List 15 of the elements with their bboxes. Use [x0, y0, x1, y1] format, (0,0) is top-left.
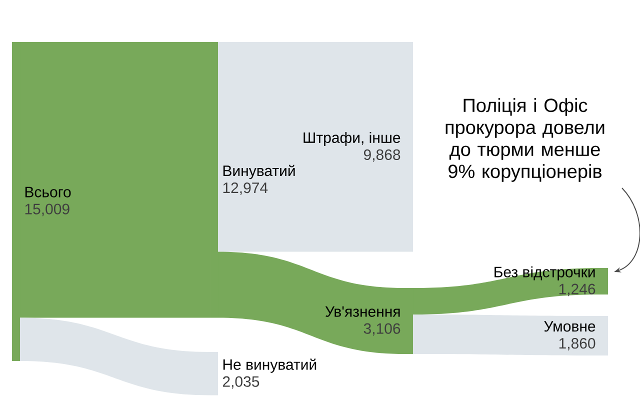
category-label: Не винуватий	[223, 358, 316, 373]
category-label: Винуватий	[223, 164, 295, 180]
data-label: 1,246	[559, 284, 596, 296]
data-label: 1,860	[559, 338, 596, 350]
category-label: Штрафи, інше	[304, 132, 400, 146]
category-label: Без відстрочки	[494, 266, 595, 280]
data-label: 2,035	[222, 376, 260, 389]
category-label: Умовне	[544, 321, 596, 332]
data-label: 12,974	[223, 182, 268, 195]
category-label: Ув'язнення	[325, 306, 400, 317]
data-label: 9,868	[364, 149, 400, 162]
text: Поліція і Офіс прокурора довели до тюрми менше 9% корупціонерів	[446, 98, 604, 182]
data-label: 3,106	[364, 323, 400, 336]
data-label: 15,009	[25, 204, 70, 216]
category-label: Всього	[25, 186, 71, 198]
